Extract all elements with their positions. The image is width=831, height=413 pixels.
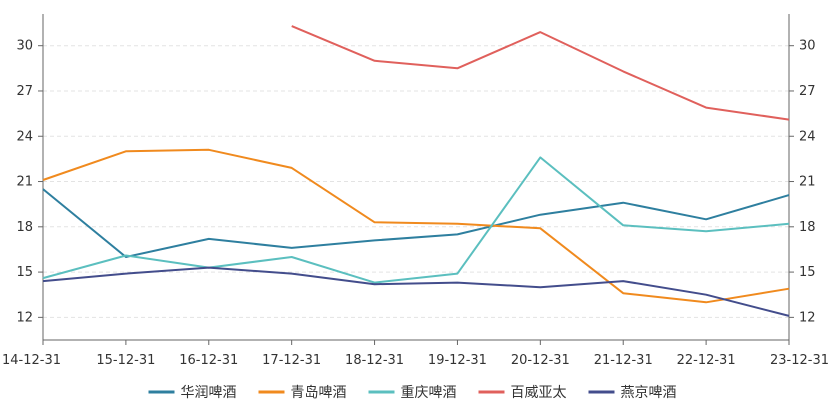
legend-item-1[interactable]: 华润啤酒 — [148, 385, 237, 401]
x-tick-label: 14-12-31 — [2, 353, 61, 368]
x-tick-label: 17-12-31 — [262, 353, 321, 368]
x-tick-label: 20-12-31 — [511, 353, 570, 368]
y-tick-label-right: 24 — [799, 129, 816, 144]
series-line-3 — [42, 156, 790, 284]
legend-label: 华润啤酒 — [181, 385, 237, 401]
legend[interactable]: 华润啤酒 青岛啤酒 重庆啤酒 百威亚太 燕京啤酒 — [148, 385, 677, 401]
y-tick-label-right: 12 — [799, 310, 816, 325]
legend-label: 百威亚太 — [511, 385, 567, 401]
series-group — [42, 25, 790, 317]
x-tick-label: 18-12-31 — [345, 353, 404, 368]
legend-label: 燕京啤酒 — [621, 385, 677, 401]
legend-item-3[interactable]: 重庆啤酒 — [368, 385, 457, 401]
x-tick-label: 15-12-31 — [96, 353, 155, 368]
y-tick-label-left: 27 — [16, 84, 33, 99]
series-line-2 — [42, 148, 790, 304]
series-line-4 — [291, 25, 790, 121]
y-tick-label-left: 18 — [16, 220, 33, 235]
y-tick-label-right: 30 — [799, 39, 816, 54]
x-tick-label: 16-12-31 — [179, 353, 238, 368]
y-tick-label-right: 18 — [799, 220, 816, 235]
x-tick-label: 19-12-31 — [428, 353, 487, 368]
legend-item-2[interactable]: 青岛啤酒 — [258, 385, 347, 401]
y-tick-label-left: 24 — [16, 129, 33, 144]
y-tick-label-right: 27 — [799, 84, 816, 99]
series-line-5 — [42, 266, 790, 317]
y-tick-label-left: 12 — [16, 310, 33, 325]
legend-item-4[interactable]: 百威亚太 — [478, 385, 567, 401]
x-tick-label: 23-12-31 — [770, 353, 829, 368]
y-tick-label-left: 30 — [16, 39, 33, 54]
x-tick-label: 21-12-31 — [594, 353, 653, 368]
series-line-1 — [42, 188, 790, 258]
y-tick-label-right: 15 — [799, 265, 816, 280]
y-tick-label-right: 21 — [799, 175, 816, 190]
legend-label: 重庆啤酒 — [401, 385, 457, 401]
legend-item-5[interactable]: 燕京啤酒 — [588, 385, 677, 401]
x-tick-label: 22-12-31 — [677, 353, 736, 368]
legend-label: 青岛啤酒 — [291, 385, 347, 401]
gridlines — [43, 45, 789, 318]
y-tick-label-left: 15 — [16, 265, 33, 280]
axes: 12 12 15 15 18 18 21 21 24 24 27 27 30 30 14-12-31 15-1… — [2, 14, 829, 368]
y-tick-label-left: 21 — [16, 175, 33, 190]
